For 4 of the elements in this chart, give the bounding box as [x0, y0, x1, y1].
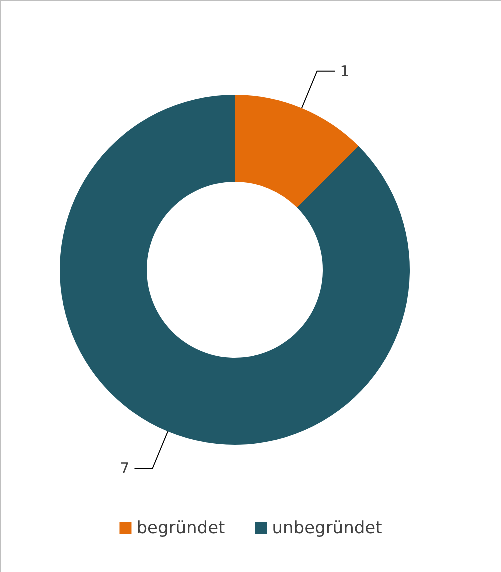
data-label: 1 [340, 62, 350, 80]
data-label: 7 [120, 460, 130, 478]
legend-label: begründet [136, 518, 226, 538]
legend-label: unbegründet [272, 518, 383, 538]
